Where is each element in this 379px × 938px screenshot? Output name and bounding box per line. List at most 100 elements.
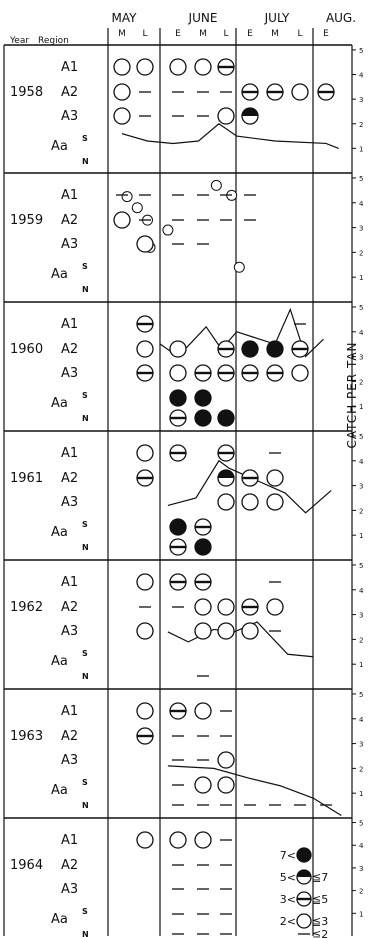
right-tick-label: 1	[359, 661, 363, 669]
panel-1958: 1958 A1 A2 A3 Aa S N 1 2 3 4 5	[4, 44, 364, 166]
period-label: M	[271, 29, 279, 39]
panel-1960: 1960 A1 A2 A3 Aa S N 1 2 3 4 5	[4, 301, 364, 427]
region-label-a1: A1	[61, 60, 78, 75]
right-tick-label: 1	[359, 274, 363, 282]
open-circle-mark	[296, 913, 312, 929]
right-tick-label: 4	[359, 587, 364, 595]
region-label-a2: A2	[61, 213, 78, 228]
right-tick-label: 1	[359, 910, 363, 918]
period-label: E	[247, 29, 253, 39]
open-circle-mark	[266, 469, 284, 487]
legend-label: 7<	[280, 849, 296, 862]
region-label-a3: A3	[61, 495, 78, 510]
period-label: L	[297, 29, 302, 39]
right-tick-label: 2	[359, 765, 363, 773]
region-label-a2: A2	[61, 342, 78, 357]
right-tick-label: 4	[359, 842, 364, 850]
right-tick-label: 5	[359, 304, 363, 312]
right-tick-label: 3	[359, 225, 363, 233]
right-tick-label: 3	[359, 612, 363, 620]
open-circle-mark	[169, 831, 187, 849]
region-label-a2: A2	[61, 471, 78, 486]
right-tick-label: 3	[359, 865, 363, 873]
open-circle-mark	[136, 622, 154, 640]
filled-circle-mark	[266, 340, 284, 358]
filled-circle-mark	[194, 389, 212, 407]
region-label-a2: A2	[61, 729, 78, 744]
small-circle-mark	[131, 202, 143, 214]
right-tick-label: 3	[359, 483, 363, 491]
open-circle-mark	[241, 622, 259, 640]
legend-suffix: ≦3	[312, 915, 328, 928]
panel-1961: 1961 A1 A2 A3 Aa S N 1 2 3 4 5	[4, 430, 364, 556]
legend-suffix: ≦2	[312, 928, 328, 938]
panel-1962: 1962 A1 A2 A3 Aa S N 1 2 3 4 5	[4, 559, 364, 681]
small-circle-mark	[210, 179, 222, 191]
open-circle-mark	[217, 107, 235, 125]
year-label: 1962	[10, 600, 43, 615]
year-panels: 1958A1A2A3AaSN123451959A1A2A3AaSN1234519…	[4, 44, 364, 938]
open-circle-mark	[291, 83, 309, 101]
year-label: 1963	[10, 729, 43, 744]
right-tick-label: 3	[359, 96, 363, 104]
open-circle-mark	[194, 58, 212, 76]
right-tick-label: 2	[359, 121, 363, 129]
right-tick-label: 2	[359, 636, 363, 644]
filled-circle-mark	[194, 409, 212, 427]
year-column-label: Year	[9, 36, 29, 46]
catch-per-tan-label: CATCH PER TAN	[345, 341, 359, 448]
region-label-a2: A2	[61, 858, 78, 873]
sub-label-n: N	[82, 157, 89, 166]
chart-frame	[3, 28, 353, 936]
right-tick-label: 4	[359, 72, 364, 80]
small-circle-mark	[233, 261, 245, 273]
open-circle-mark	[194, 831, 212, 849]
sub-label-n: N	[82, 414, 89, 423]
region-label-aa: Aa	[51, 654, 68, 669]
year-label: 1964	[10, 858, 43, 873]
open-circle-mark	[241, 493, 259, 511]
sub-label-s: S	[82, 907, 88, 916]
chart-header: MAY JUNE JULY AUG. Year Region M L E M L E M L E	[9, 11, 356, 46]
open-circle-mark	[113, 83, 131, 101]
right-tick-label: 2	[359, 888, 363, 896]
open-circle-mark	[136, 340, 154, 358]
year-label: 1961	[10, 471, 43, 486]
legend-suffix: ≦5	[312, 893, 328, 906]
period-label: L	[223, 29, 228, 39]
right-tick-label: 2	[359, 378, 363, 386]
open-circle-mark	[136, 58, 154, 76]
open-circle-mark	[194, 776, 212, 794]
region-label-a2: A2	[61, 600, 78, 615]
region-label-aa: Aa	[51, 139, 68, 154]
open-circle-mark	[113, 107, 131, 125]
open-circle-mark	[217, 622, 235, 640]
region-label-a1: A1	[61, 833, 78, 848]
region-label-a1: A1	[61, 446, 78, 461]
small-circle-mark	[162, 224, 174, 236]
open-circle-mark	[113, 211, 131, 229]
month-june: JUNE	[188, 11, 218, 25]
open-circle-mark	[169, 340, 187, 358]
region-label-a3: A3	[61, 753, 78, 768]
region-label-a1: A1	[61, 317, 78, 332]
catch-line	[121, 123, 339, 149]
sub-label-n: N	[82, 285, 89, 294]
open-circle-mark	[136, 831, 154, 849]
right-tick-label: 2	[359, 249, 363, 257]
region-label-a1: A1	[61, 575, 78, 590]
region-label-aa: Aa	[51, 396, 68, 411]
right-tick-label: 1	[359, 145, 363, 153]
period-label: L	[142, 29, 147, 39]
open-circle-mark	[217, 493, 235, 511]
catch-line	[167, 621, 314, 658]
open-circle-mark	[113, 58, 131, 76]
open-circle-mark	[136, 702, 154, 720]
open-circle-mark	[169, 364, 187, 382]
region-label-a3: A3	[61, 237, 78, 252]
right-tick-label: 1	[359, 403, 363, 411]
open-circle-mark	[136, 235, 154, 253]
right-tick-label: 3	[359, 741, 363, 749]
right-tick-label: 4	[359, 458, 364, 466]
